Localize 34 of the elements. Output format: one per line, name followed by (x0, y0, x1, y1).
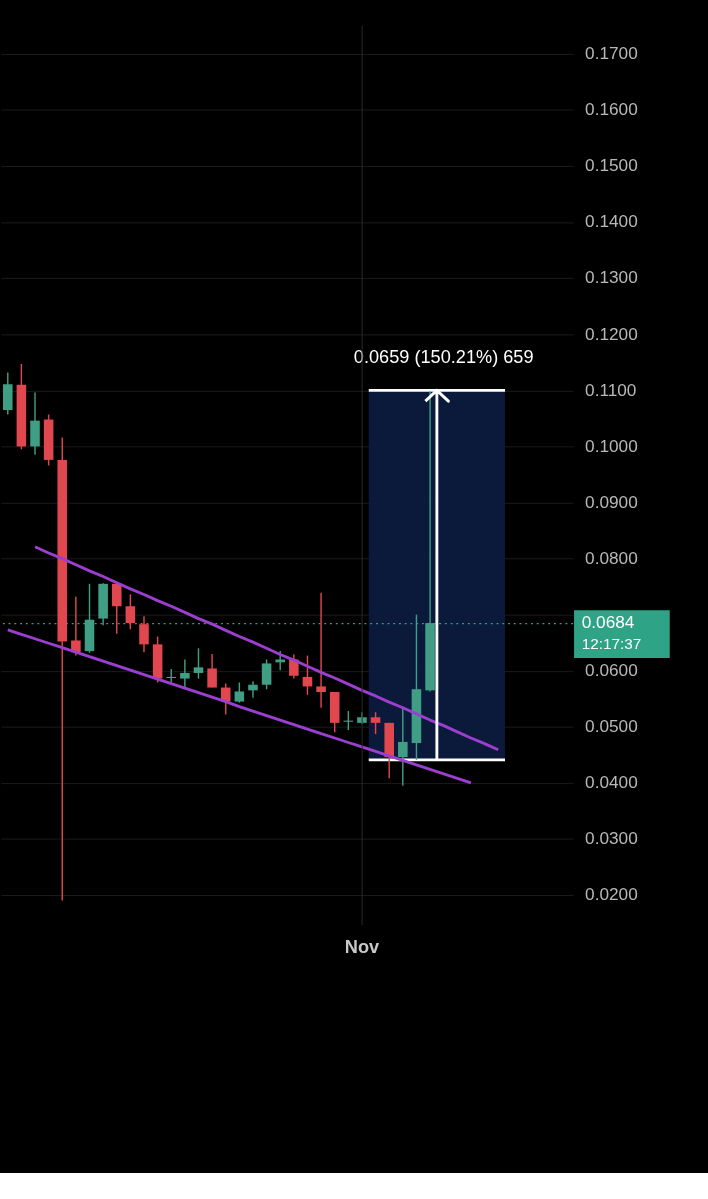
candlestick (207, 653, 217, 689)
annotation: 0.0659 (150.21%) 659 (353, 346, 534, 367)
candlestick (248, 680, 258, 699)
candlestick (316, 592, 326, 709)
candlestick (139, 615, 149, 653)
y-tick-label: 0.1200 (585, 323, 638, 344)
candlestick (71, 595, 81, 657)
candlestick (234, 681, 245, 704)
candlestick (220, 682, 231, 716)
y-tick-label: 0.0500 (585, 716, 638, 737)
y-tick-label: 0.0800 (585, 547, 638, 568)
candlestick (261, 658, 272, 690)
x-tick-label: Nov (344, 936, 380, 957)
y-tick-label: 0.1600 (585, 99, 638, 120)
line-series (6, 628, 473, 785)
y-tick-label: 0.0300 (585, 828, 638, 849)
candlestick (180, 658, 190, 689)
y-tick-label: 0.1000 (585, 435, 638, 456)
candlestick (111, 582, 122, 635)
y-tick-label: 0.0400 (585, 772, 638, 793)
text: 12:17:37 (581, 635, 642, 653)
y-tick-label: 0.0900 (585, 491, 638, 512)
line-series (33, 545, 500, 752)
y-tick-label: 0.1300 (585, 267, 638, 288)
y-tick-label: 0.1500 (585, 155, 638, 176)
y-tick-label: 0.0200 (585, 884, 638, 905)
y-tick-label: 0.1700 (585, 43, 638, 64)
candlestick (370, 711, 381, 735)
ref-line-label: 0.0684 (581, 612, 635, 633)
y-tick-label: 0.0600 (585, 659, 638, 680)
y-tick-label: 0.1100 (585, 379, 637, 400)
candlestick (193, 647, 204, 680)
candlestick (125, 593, 136, 630)
y-tick-label: 0.1400 (585, 211, 638, 232)
